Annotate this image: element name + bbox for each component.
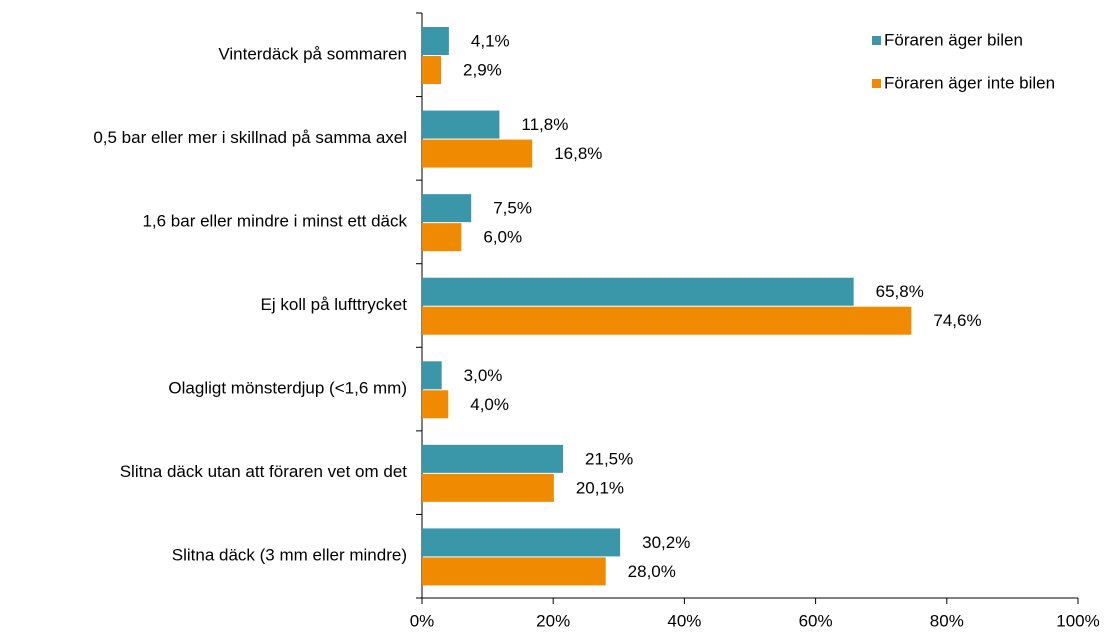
value-label: 2,9% [463, 60, 502, 79]
category-label: Slitna däck utan att föraren vet om det [120, 462, 408, 481]
value-label: 30,2% [642, 533, 690, 552]
value-label: 16,8% [554, 144, 602, 163]
bar [422, 223, 462, 252]
bar [422, 557, 606, 586]
value-label: 6,0% [483, 228, 522, 247]
value-label: 4,1% [471, 31, 510, 50]
bar [422, 139, 533, 168]
bar [422, 473, 554, 502]
legend-swatch [872, 79, 881, 88]
bar [422, 390, 449, 419]
bar [422, 56, 442, 84]
x-tick-label: 20% [536, 611, 570, 630]
category-label: Ej koll på lufttrycket [261, 295, 408, 314]
category-label: 0,5 bar eller mer i skillnad på samma ax… [93, 128, 407, 147]
x-tick-label: 60% [799, 611, 833, 630]
category-label: Olagligt mönsterdjup (<1,6 mm) [168, 379, 407, 398]
bar [422, 444, 564, 473]
bar [422, 110, 500, 139]
category-label: Slitna däck (3 mm eller mindre) [172, 546, 407, 565]
bar [422, 306, 912, 335]
x-tick-label: 80% [930, 611, 964, 630]
bar [422, 277, 854, 306]
bar [422, 194, 472, 223]
value-label: 4,0% [470, 395, 509, 414]
bar [422, 361, 442, 390]
bar [422, 27, 449, 55]
legend-label: Föraren äger bilen [884, 30, 1023, 49]
value-label: 74,6% [933, 311, 981, 330]
value-label: 3,0% [464, 366, 503, 385]
category-label: 1,6 bar eller mindre i minst ett däck [142, 211, 407, 230]
x-tick-label: 40% [667, 611, 701, 630]
x-tick-label: 0% [410, 611, 435, 630]
category-label: Vinterdäck på sommaren [218, 44, 407, 63]
value-label: 21,5% [585, 449, 633, 468]
value-label: 65,8% [876, 282, 924, 301]
legend-label: Föraren äger inte bilen [884, 73, 1055, 92]
value-label: 7,5% [493, 199, 532, 218]
bar [422, 528, 621, 557]
value-label: 20,1% [576, 478, 624, 497]
legend-swatch [872, 36, 881, 45]
x-tick-label: 100% [1056, 611, 1099, 630]
value-label: 28,0% [628, 562, 676, 581]
value-label: 11,8% [521, 115, 568, 134]
